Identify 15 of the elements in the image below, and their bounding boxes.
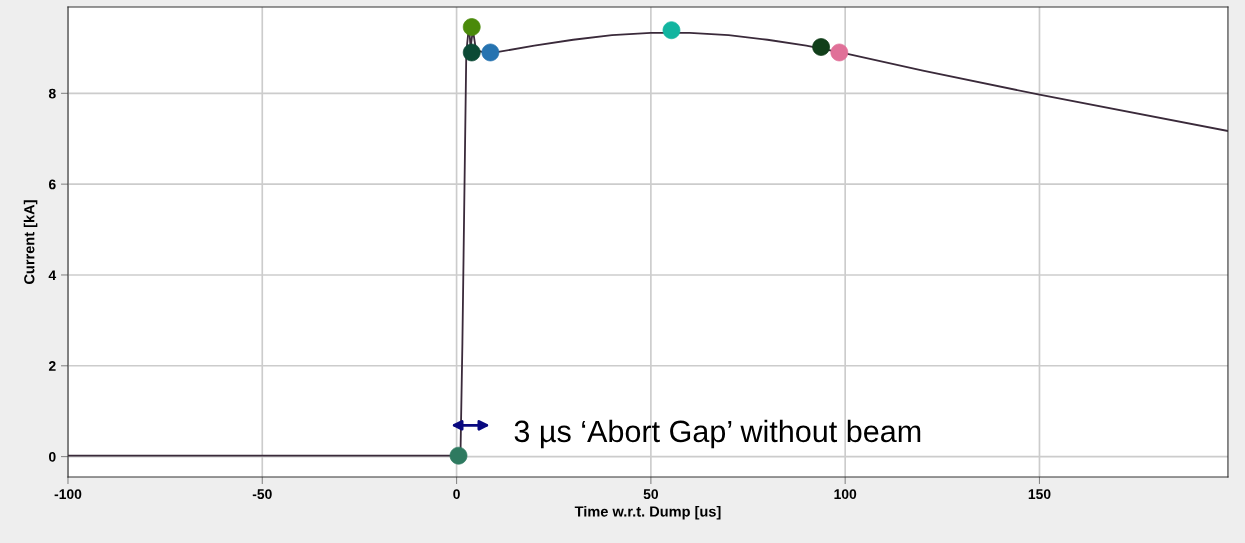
x-tick-label: 150 — [1028, 489, 1051, 500]
y-tick-label: 4 — [48, 270, 57, 280]
y-tick-label: 8 — [48, 88, 56, 99]
x-axis-title: Time w.r.t. Dump [us] — [574, 505, 721, 520]
y-axis-title: Current [kA] — [23, 200, 38, 284]
x-tick-label: 50 — [643, 489, 659, 500]
y-tick-label: 0 — [49, 451, 56, 462]
x-tick-label: -100 — [54, 489, 82, 500]
point — [830, 43, 849, 62]
annotation: 3 µs ‘Abort Gap’ without beam — [514, 419, 921, 449]
y-tick-label: 6 — [48, 179, 56, 190]
x-tick-label: 0 — [453, 489, 460, 500]
y-tick-label: 2 — [48, 361, 56, 371]
x-tick-label: -50 — [252, 489, 272, 500]
x-tick-label: 100 — [834, 489, 857, 500]
